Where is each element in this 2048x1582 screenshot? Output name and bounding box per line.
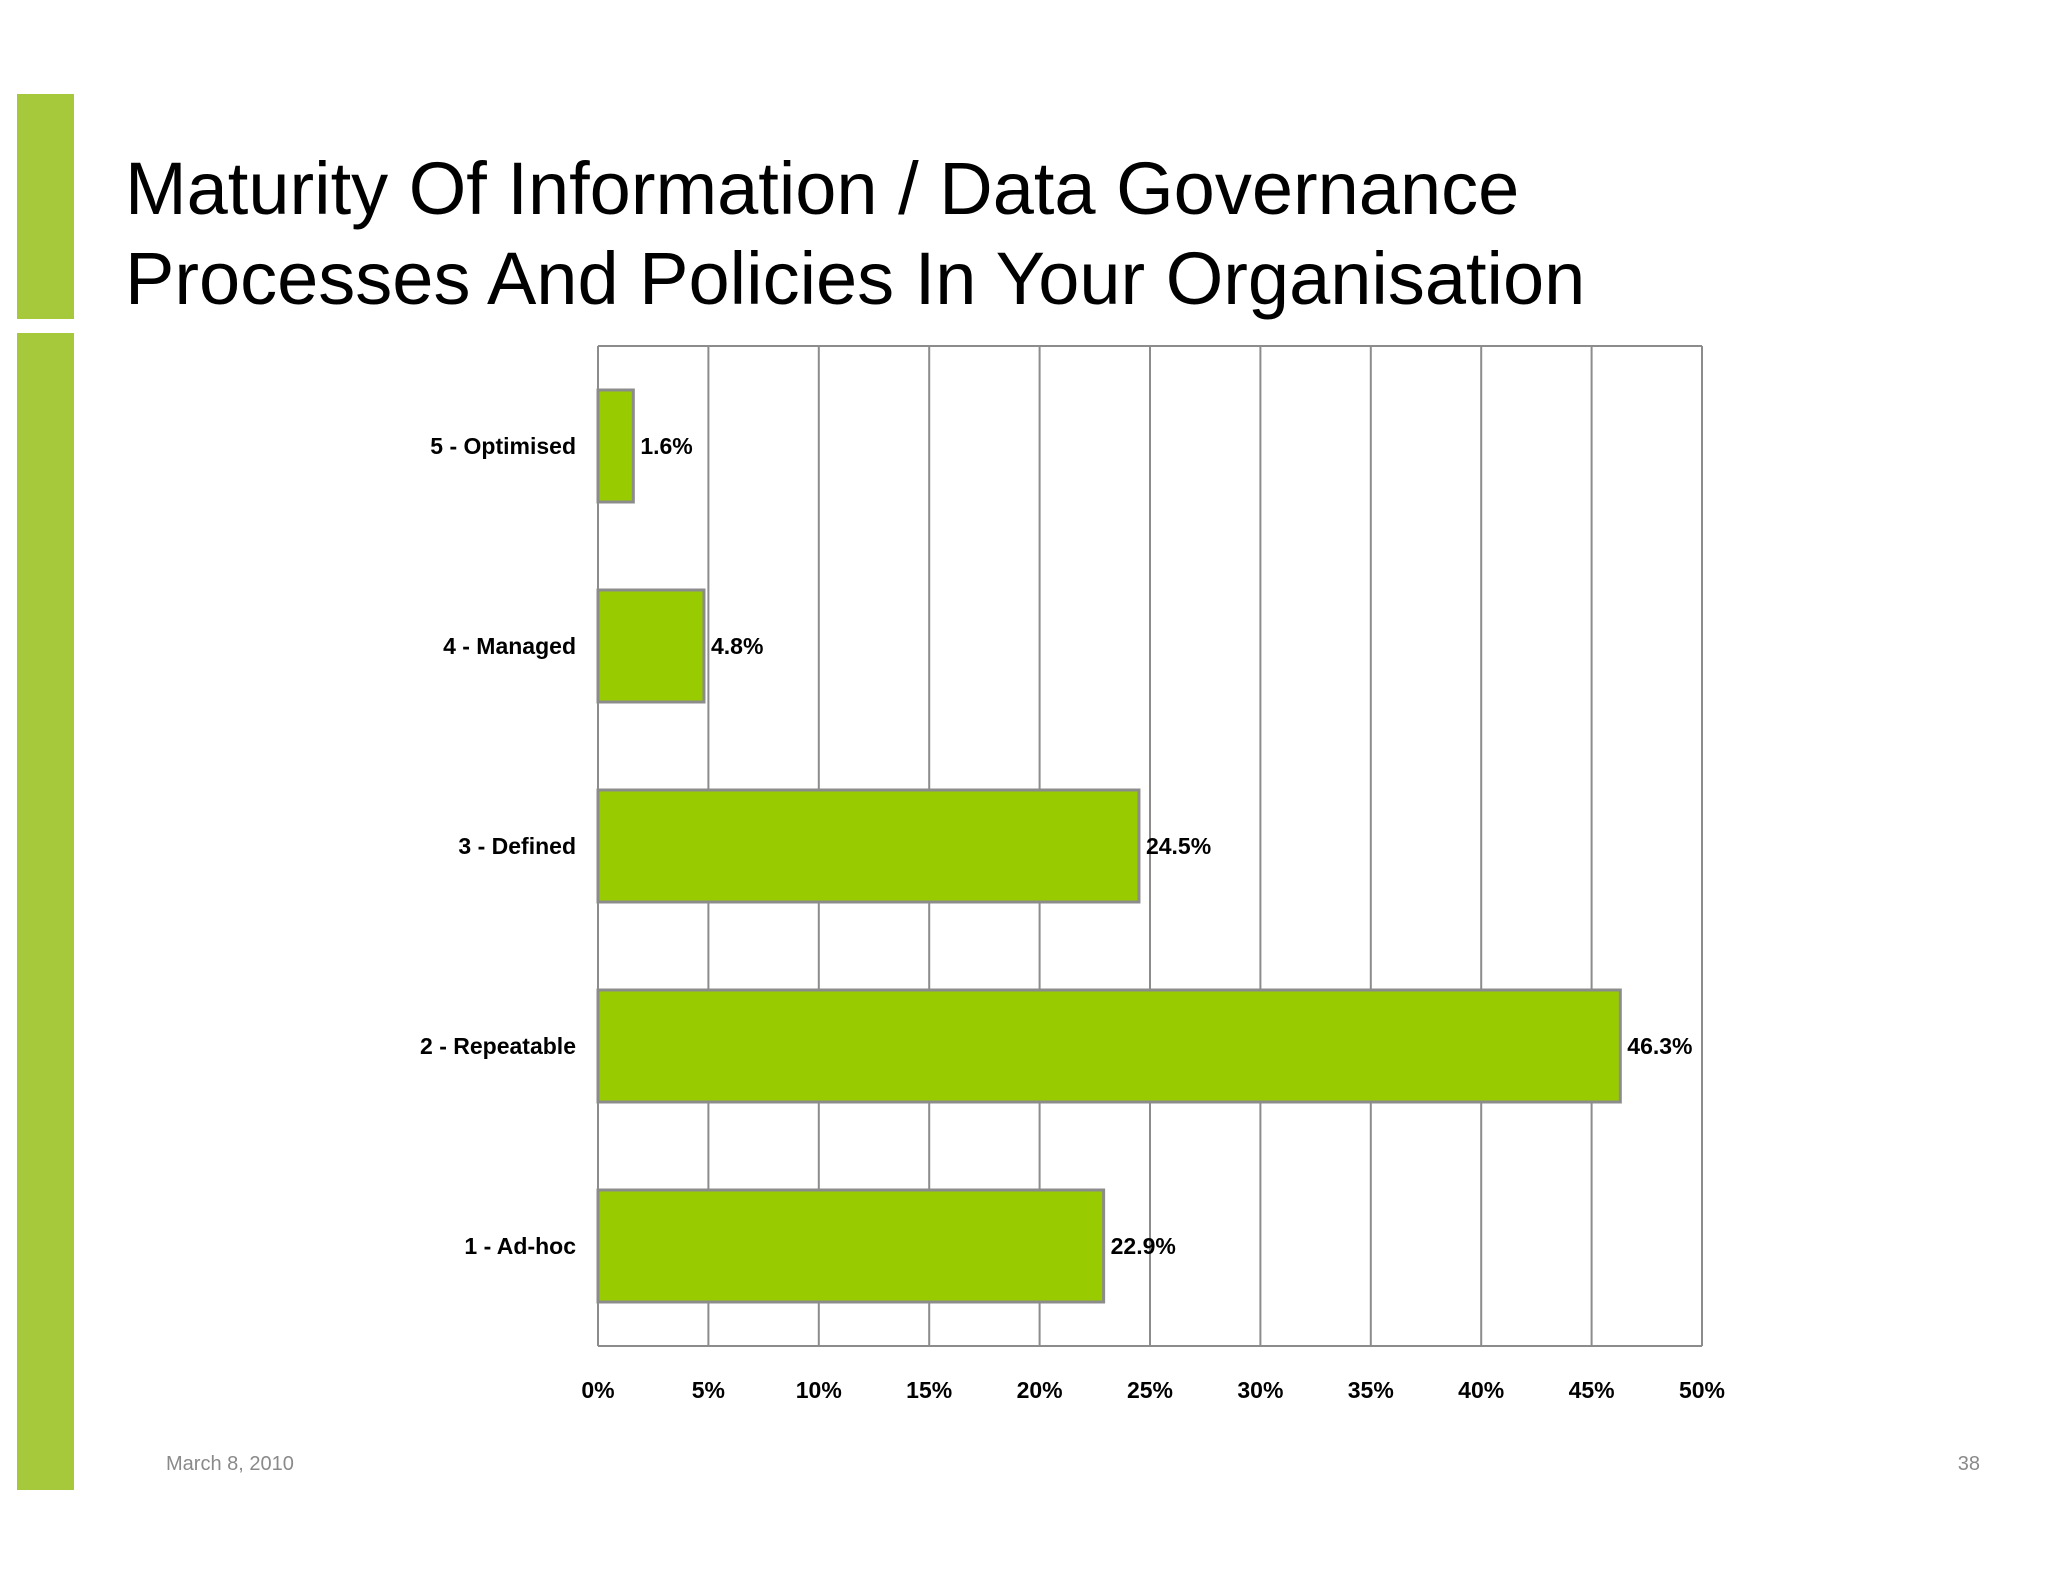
footer-date: March 8, 2010	[166, 1453, 294, 1475]
category-label: 1 - Ad-hoc	[464, 1233, 576, 1259]
data-label: 4.8%	[711, 633, 763, 659]
bar	[596, 388, 635, 504]
x-tick-label: 5%	[692, 1377, 725, 1403]
x-tick-label: 25%	[1127, 1377, 1173, 1403]
x-tick-label: 40%	[1458, 1377, 1504, 1403]
category-label: 4 - Managed	[443, 633, 576, 659]
page-number: 38	[1957, 1453, 1980, 1475]
x-tick-label: 45%	[1569, 1377, 1615, 1403]
x-tick-label: 35%	[1348, 1377, 1394, 1403]
slide-title-line-1: Maturity Of Information / Data Governanc…	[125, 147, 1520, 230]
accent-bar-top	[17, 94, 74, 319]
bar	[596, 1188, 1106, 1304]
x-tick-label: 30%	[1237, 1377, 1283, 1403]
category-label: 2 - Repeatable	[420, 1033, 576, 1059]
data-label: 22.9%	[1111, 1233, 1176, 1259]
bar	[596, 588, 706, 704]
x-tick-label: 0%	[581, 1377, 614, 1403]
accent-bar-bottom	[17, 333, 74, 1490]
category-label: 3 - Defined	[458, 833, 576, 859]
x-tick-label: 50%	[1679, 1377, 1725, 1403]
data-label: 1.6%	[640, 433, 692, 459]
x-tick-label: 15%	[906, 1377, 952, 1403]
data-label: 24.5%	[1146, 833, 1211, 859]
slide-title: Maturity Of Information / Data Governanc…	[125, 144, 1875, 324]
bar	[596, 988, 1622, 1104]
slide-title-line-2: Processes And Policies In Your Organisat…	[125, 237, 1586, 320]
x-tick-label: 20%	[1017, 1377, 1063, 1403]
x-tick-label: 10%	[796, 1377, 842, 1403]
bar	[596, 788, 1141, 904]
data-label: 46.3%	[1627, 1033, 1692, 1059]
category-label: 5 - Optimised	[430, 433, 576, 459]
